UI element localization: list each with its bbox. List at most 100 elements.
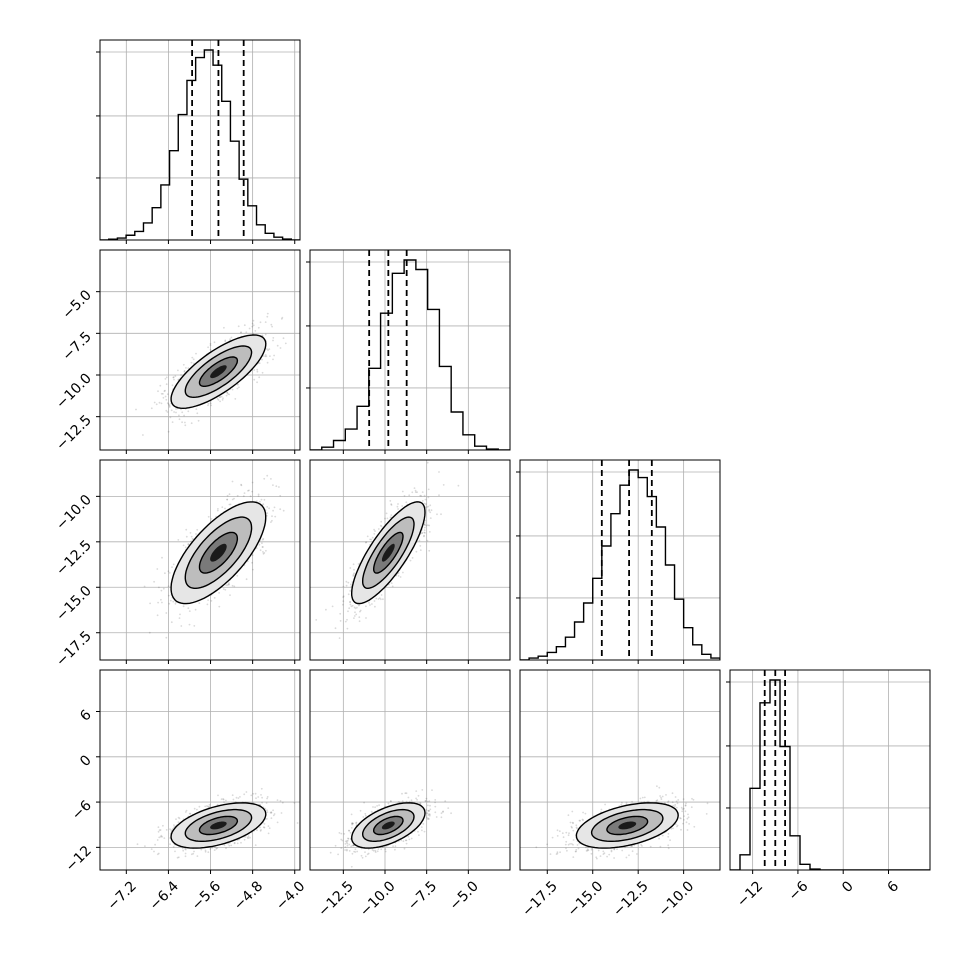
scatter-point xyxy=(169,843,172,845)
scatter-point xyxy=(222,798,225,801)
scatter-point xyxy=(350,583,352,586)
scatter-point xyxy=(368,601,370,604)
scatter-point xyxy=(426,461,429,464)
scatter-point xyxy=(258,362,261,365)
scatter-point xyxy=(166,393,169,396)
scatter-point xyxy=(240,331,243,334)
scatter-point xyxy=(184,421,186,424)
scatter-point xyxy=(428,510,430,512)
scatter-point xyxy=(233,842,236,845)
scatter-point xyxy=(419,549,422,551)
scatter-point xyxy=(174,602,177,605)
scatter-point xyxy=(254,330,257,332)
histogram-step xyxy=(520,469,720,660)
scatter-point xyxy=(418,539,421,542)
scatter-point xyxy=(293,801,296,804)
scatter-point xyxy=(164,395,167,398)
scatter-point xyxy=(221,506,224,509)
scatter-point xyxy=(416,491,418,494)
scatter-point xyxy=(266,512,269,514)
scatter-point xyxy=(270,812,273,814)
scatter-point xyxy=(347,581,350,584)
scatter-point xyxy=(196,855,199,857)
scatter-point xyxy=(268,348,271,350)
panel-frame xyxy=(99,39,301,241)
panel-2-0 xyxy=(96,459,301,664)
scatter-point xyxy=(262,503,265,505)
scatter-point xyxy=(193,807,196,810)
panel-0-0 xyxy=(96,39,301,244)
scatter-point xyxy=(421,532,423,534)
scatter-point xyxy=(209,344,212,347)
scatter-point xyxy=(224,507,226,510)
scatter-point xyxy=(217,508,219,510)
scatter-point xyxy=(191,356,194,359)
scatter-point xyxy=(168,406,171,408)
scatter-point xyxy=(268,507,270,510)
scatter-point xyxy=(169,599,172,602)
scatter-point xyxy=(191,538,194,540)
scatter-point xyxy=(247,489,249,492)
scatter-point xyxy=(190,361,193,364)
scatter-point xyxy=(278,486,280,488)
scatter-point xyxy=(177,539,180,541)
scatter-point xyxy=(155,403,158,406)
scatter-point xyxy=(185,809,188,812)
scatter-point xyxy=(213,849,216,851)
scatter-point xyxy=(380,598,382,601)
scatter-point xyxy=(262,826,265,829)
scatter-point xyxy=(262,355,265,357)
scatter-point xyxy=(377,598,380,600)
scatter-point xyxy=(231,794,234,797)
scatter-point xyxy=(423,531,426,534)
scatter-point xyxy=(415,550,418,553)
scatter-point xyxy=(353,572,355,575)
scatter-point xyxy=(256,368,259,371)
scatter-point xyxy=(159,384,162,387)
scatter-point xyxy=(226,494,229,497)
scatter-point xyxy=(236,387,239,390)
scatter-point xyxy=(166,411,169,413)
scatter-point xyxy=(382,598,384,601)
scatter-point xyxy=(224,340,227,343)
scatter-point xyxy=(185,535,188,538)
scatter-point xyxy=(345,584,348,587)
scatter-point xyxy=(427,496,430,499)
scatter-point xyxy=(226,391,229,394)
scatter-point xyxy=(189,532,192,534)
scatter-point xyxy=(342,585,345,588)
scatter-point xyxy=(207,599,210,601)
scatter-point xyxy=(261,796,263,799)
scatter-point xyxy=(250,794,253,797)
scatter-point xyxy=(262,551,264,553)
scatter-point xyxy=(177,821,180,823)
scatter-point xyxy=(260,498,263,501)
scatter-point xyxy=(162,824,164,827)
scatter-point xyxy=(457,484,460,487)
scatter-point xyxy=(325,608,327,611)
scatter-point xyxy=(347,610,349,613)
scatter-point xyxy=(221,399,224,401)
density-core xyxy=(210,543,227,562)
scatter-point xyxy=(424,519,427,522)
scatter-point xyxy=(165,829,168,831)
scatter-point xyxy=(207,515,210,518)
scatter-point xyxy=(273,813,276,815)
scatter-point xyxy=(204,849,207,852)
scatter-point xyxy=(438,494,440,497)
panel-content xyxy=(100,40,300,240)
scatter-point xyxy=(240,331,242,334)
scatter-point xyxy=(349,590,352,592)
scatter-point xyxy=(405,501,408,504)
scatter-point xyxy=(426,506,428,508)
panel-1-0 xyxy=(96,249,301,454)
scatter-point xyxy=(349,600,351,603)
scatter-point xyxy=(442,484,445,486)
scatter-point xyxy=(334,627,337,630)
scatter-point xyxy=(263,826,266,829)
scatter-point xyxy=(267,349,269,352)
scatter-point xyxy=(349,603,352,606)
scatter-point xyxy=(423,534,425,537)
scatter-point xyxy=(438,471,440,473)
scatter-point xyxy=(165,376,168,379)
